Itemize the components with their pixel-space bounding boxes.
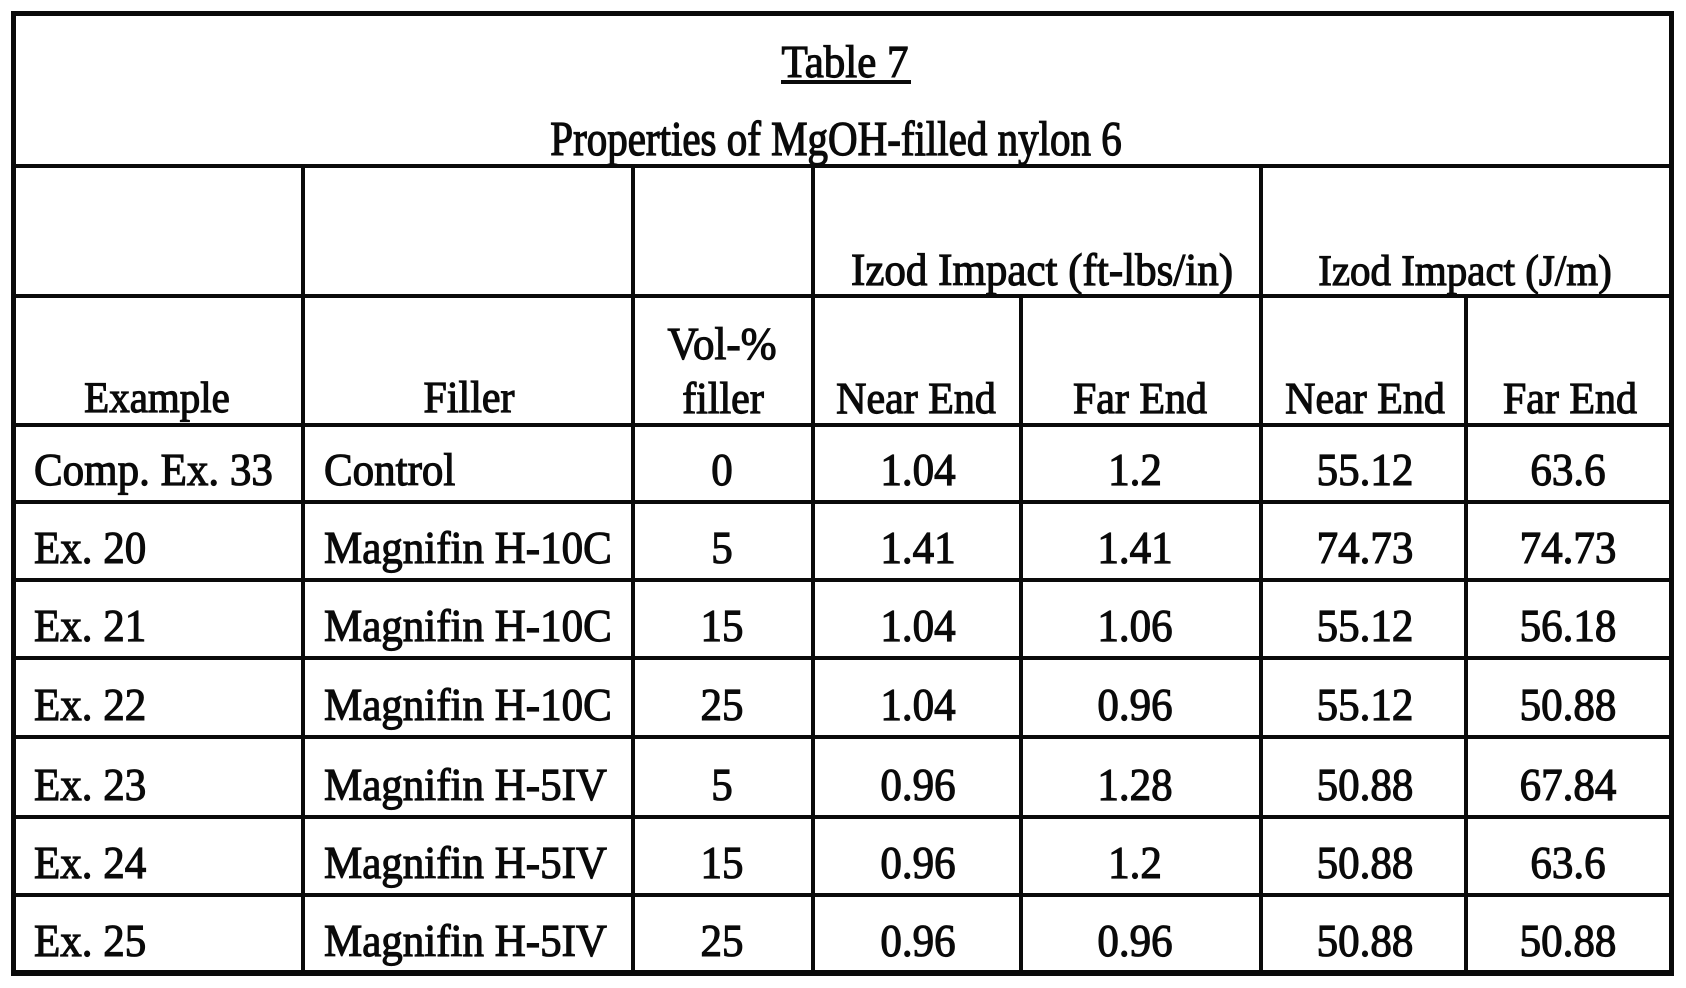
svg-text:Far End: Far End [1503, 375, 1637, 423]
svg-text:filler: filler [682, 375, 764, 423]
svg-text:Comp. Ex. 33: Comp. Ex. 33 [34, 445, 273, 495]
svg-text:0.96: 0.96 [880, 916, 955, 966]
svg-text:55.12: 55.12 [1317, 601, 1414, 651]
svg-text:50.88: 50.88 [1520, 916, 1617, 966]
svg-text:Example: Example [84, 375, 230, 422]
svg-text:50.88: 50.88 [1317, 760, 1414, 810]
svg-text:0.96: 0.96 [880, 760, 955, 810]
svg-text:1.06: 1.06 [1097, 601, 1172, 651]
svg-text:15: 15 [701, 838, 744, 888]
svg-text:1.2: 1.2 [1108, 445, 1162, 495]
svg-text:15: 15 [701, 601, 744, 651]
svg-text:67.84: 67.84 [1520, 760, 1617, 810]
svg-text:Ex. 24: Ex. 24 [34, 838, 146, 888]
svg-text:50.88: 50.88 [1520, 680, 1617, 730]
svg-text:Izod Impact (J/m): Izod Impact (J/m) [1318, 248, 1612, 295]
svg-text:Filler: Filler [424, 374, 515, 422]
svg-text:25: 25 [701, 680, 744, 730]
svg-text:1.04: 1.04 [880, 445, 955, 495]
svg-text:1.2: 1.2 [1108, 838, 1162, 888]
svg-text:Far End: Far End [1073, 375, 1207, 423]
svg-text:Magnifin H-10C: Magnifin H-10C [324, 523, 612, 573]
svg-text:Near End: Near End [836, 375, 996, 423]
svg-text:Vol-%: Vol-% [667, 319, 776, 369]
svg-text:55.12: 55.12 [1317, 680, 1414, 730]
svg-text:Ex. 20: Ex. 20 [34, 523, 146, 573]
svg-text:5: 5 [711, 523, 733, 573]
svg-text:Magnifin H-5IV: Magnifin H-5IV [324, 838, 607, 888]
svg-text:1.41: 1.41 [1097, 523, 1172, 573]
svg-text:1.41: 1.41 [880, 523, 955, 573]
svg-text:Ex. 22: Ex. 22 [34, 680, 146, 730]
svg-text:55.12: 55.12 [1317, 445, 1414, 495]
svg-text:Properties of MgOH-filled nylo: Properties of MgOH-filled nylon 6 [550, 112, 1121, 166]
svg-text:Ex. 25: Ex. 25 [34, 916, 146, 966]
svg-text:74.73: 74.73 [1520, 523, 1617, 573]
svg-text:Table 7: Table 7 [781, 37, 908, 87]
svg-text:56.18: 56.18 [1520, 601, 1617, 651]
svg-text:1.04: 1.04 [880, 601, 955, 651]
svg-text:0.96: 0.96 [1097, 680, 1172, 730]
svg-text:1.04: 1.04 [880, 680, 955, 730]
svg-text:Izod Impact (ft-lbs/in): Izod Impact (ft-lbs/in) [851, 245, 1233, 295]
svg-text:Magnifin H-10C: Magnifin H-10C [324, 601, 612, 651]
svg-text:74.73: 74.73 [1317, 523, 1414, 573]
svg-text:50.88: 50.88 [1317, 916, 1414, 966]
svg-text:Ex. 21: Ex. 21 [34, 601, 146, 651]
svg-text:Magnifin H-5IV: Magnifin H-5IV [324, 916, 607, 966]
svg-text:Magnifin H-10C: Magnifin H-10C [324, 680, 612, 730]
svg-text:0.96: 0.96 [1097, 916, 1172, 966]
svg-text:25: 25 [701, 916, 744, 966]
svg-text:0: 0 [711, 445, 733, 495]
svg-text:50.88: 50.88 [1317, 838, 1414, 888]
svg-text:1.28: 1.28 [1097, 760, 1172, 810]
svg-text:5: 5 [711, 760, 733, 810]
svg-text:63.6: 63.6 [1530, 838, 1605, 888]
svg-text:63.6: 63.6 [1530, 445, 1605, 495]
svg-text:Magnifin H-5IV: Magnifin H-5IV [324, 760, 607, 810]
svg-text:Control: Control [324, 445, 455, 495]
svg-text:Ex. 23: Ex. 23 [34, 760, 146, 810]
svg-text:0.96: 0.96 [880, 838, 955, 888]
svg-text:Near End: Near End [1285, 375, 1445, 423]
